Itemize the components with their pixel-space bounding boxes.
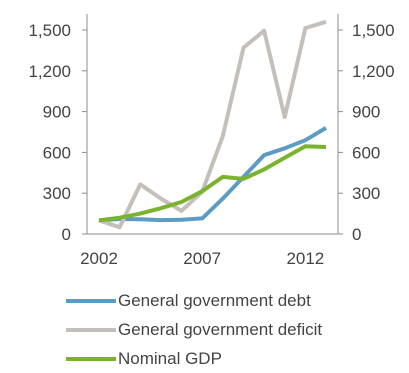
series-line-nominal-gdp: [98, 144, 327, 223]
chart-axes: [82, 14, 343, 235]
legend-swatch: [66, 327, 116, 332]
chart-series-lines: [98, 19, 328, 230]
chart-tick-labels: 0 0 300 300 600 600 900 900 1,200 1,200 1,500 1,500…: [28, 21, 394, 268]
legend-item-general-government-debt: General government debt: [66, 286, 322, 315]
legend-swatch: [66, 298, 116, 303]
legend-label: General government debt: [118, 290, 311, 310]
legend-item-nominal-gdp: Nominal GDP: [66, 344, 322, 373]
legend-swatch: [66, 356, 116, 361]
right-y-tick-label: 0: [352, 225, 361, 244]
right-y-tick-label: 300: [352, 184, 380, 203]
left-y-tick-label: 300: [43, 184, 71, 203]
series-line-general-government-deficit: [98, 19, 327, 230]
left-y-tick-label: 600: [43, 143, 71, 162]
right-y-tick-label: 900: [352, 103, 380, 122]
x-tick-label: 2002: [80, 249, 118, 268]
line-chart: 0 0 300 300 600 600 900 900 1,200 1,200 1,500 1,500…: [28, 14, 395, 268]
series-line-general-government-debt: [98, 126, 328, 223]
legend-label: Nominal GDP: [118, 348, 222, 368]
chart-legend: General government debt General governmen…: [66, 286, 322, 373]
left-y-tick-label: 900: [43, 103, 71, 122]
left-y-tick-label: 1,500: [28, 21, 71, 40]
right-y-tick-label: 1,200: [352, 62, 395, 81]
legend-item-general-government-deficit: General government deficit: [66, 315, 322, 344]
x-tick-label: 2012: [286, 249, 324, 268]
left-y-tick-label: 0: [62, 225, 71, 244]
right-y-tick-label: 1,500: [352, 21, 395, 40]
right-y-tick-label: 600: [352, 143, 380, 162]
left-y-tick-label: 1,200: [28, 62, 71, 81]
legend-label: General government deficit: [118, 319, 323, 339]
x-tick-label: 2007: [183, 249, 221, 268]
